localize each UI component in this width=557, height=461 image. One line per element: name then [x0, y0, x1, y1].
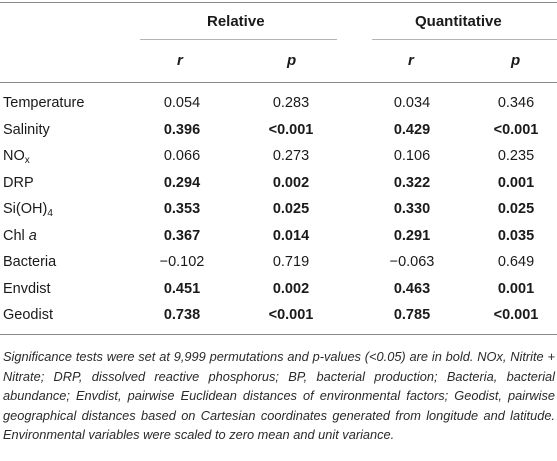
cell-relative-p: 0.283: [272, 95, 310, 111]
cell-quantitative-p: <0.001: [493, 307, 539, 323]
cell-relative-p: 0.719: [272, 254, 310, 270]
cell-relative-r: 0.451: [163, 280, 201, 297]
cell-quantitative-p: 0.035: [497, 227, 535, 244]
subheader-quantitative-p: p: [511, 52, 521, 69]
subheader-quantitative-r: r: [408, 52, 414, 69]
cell-quantitative-p: 0.001: [497, 174, 535, 191]
cell-relative-r: 0.066: [163, 148, 201, 164]
row-label: Geodist: [3, 307, 53, 323]
cell-quantitative-r: 0.034: [393, 95, 431, 111]
table-row: Chl a 0.367 0.014 0.291 0.035: [0, 223, 557, 249]
cell-quantitative-r: 0.330: [393, 201, 431, 217]
cell-quantitative-r: 0.785: [393, 307, 431, 323]
table-row: Envdist 0.451 0.002 0.463 0.001: [0, 276, 557, 302]
cell-quantitative-r: 0.106: [393, 148, 431, 164]
cell-quantitative-p: 0.025: [497, 201, 535, 217]
table-row: Temperature 0.054 0.283 0.034 0.346: [0, 90, 557, 116]
cell-quantitative-p: 0.346: [497, 95, 535, 111]
row-label: Bacteria: [3, 254, 57, 270]
table-row: Bacteria −0.102 0.719 −0.063 0.649: [0, 249, 557, 275]
cell-relative-r: 0.367: [163, 227, 201, 244]
cell-relative-r: 0.294: [163, 174, 201, 191]
group-header-relative: Relative: [207, 13, 265, 30]
cell-relative-p: 0.002: [272, 174, 310, 191]
cell-quantitative-p: <0.001: [493, 121, 539, 138]
row-label: Envdist: [3, 280, 51, 297]
cell-relative-p: 0.014: [272, 227, 310, 244]
cell-quantitative-r: 0.291: [393, 227, 431, 244]
cell-quantitative-p: 0.235: [497, 148, 535, 164]
row-label: NOx: [3, 148, 30, 166]
row-label: Chl a: [3, 227, 37, 244]
cell-relative-r: 0.353: [163, 201, 201, 217]
cell-quantitative-r: −0.063: [389, 254, 435, 270]
group-underline-relative: [140, 39, 337, 40]
cell-quantitative-r: 0.429: [393, 121, 431, 138]
cell-relative-r: 0.738: [163, 307, 201, 323]
subheader-relative-p: p: [287, 52, 297, 69]
row-label: Temperature: [3, 95, 85, 111]
header-bottom-rule: [0, 82, 557, 83]
cell-relative-r: 0.054: [163, 95, 201, 111]
cell-relative-p: <0.001: [268, 121, 314, 138]
cell-relative-p: 0.025: [272, 201, 310, 217]
table-footnote: Significance tests were set at 9,999 per…: [3, 349, 555, 442]
table-row: Si(OH)4 0.353 0.025 0.330 0.025: [0, 196, 557, 222]
table-row: Geodist 0.738 <0.001 0.785 <0.001: [0, 302, 557, 328]
table-top-rule: [0, 2, 557, 3]
table-row: NOx 0.066 0.273 0.106 0.235: [0, 143, 557, 169]
cell-relative-p: 0.002: [272, 280, 310, 297]
row-label: DRP: [3, 174, 34, 191]
cell-quantitative-p: 0.001: [497, 280, 535, 297]
table-bottom-rule: [0, 334, 557, 335]
cell-quantitative-p: 0.649: [497, 254, 535, 270]
group-underline-quantitative: [372, 39, 557, 40]
cell-quantitative-r: 0.322: [393, 174, 431, 191]
row-label: Si(OH)4: [3, 201, 53, 219]
cell-relative-r: 0.396: [163, 121, 201, 138]
subheader-relative-r: r: [177, 52, 183, 69]
cell-quantitative-r: 0.463: [393, 280, 431, 297]
cell-relative-p: <0.001: [268, 307, 314, 323]
table-row: DRP 0.294 0.002 0.322 0.001: [0, 170, 557, 196]
row-label: Salinity: [3, 121, 50, 138]
group-header-quantitative: Quantitative: [415, 13, 502, 30]
cell-relative-r: −0.102: [159, 254, 205, 270]
cell-relative-p: 0.273: [272, 148, 310, 164]
table-row: Salinity 0.396 <0.001 0.429 <0.001: [0, 117, 557, 143]
